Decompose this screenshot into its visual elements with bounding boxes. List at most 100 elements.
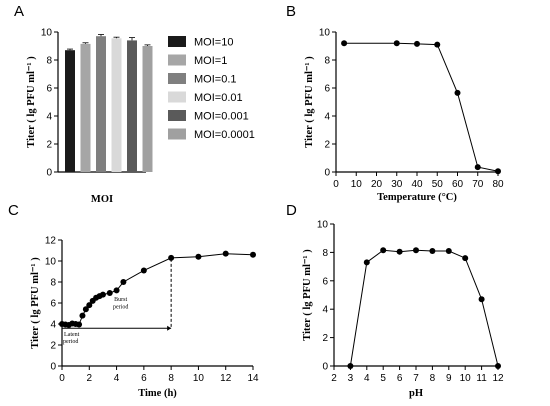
- panel-c-ytick-label: 8: [50, 278, 56, 289]
- panel-c-data-point: [106, 290, 113, 297]
- panel-b-ylabel: Titer ( lg PFU ml⁻¹ ): [304, 56, 315, 148]
- panel-b-data-point: [454, 89, 461, 96]
- panel-c-series-line: [61, 253, 254, 326]
- panel-d-xtick-label: 9: [446, 373, 452, 384]
- panel-b-xtick-label: 80: [492, 179, 504, 190]
- panel-c-xtick-label: 2: [87, 373, 93, 384]
- panel-c-xtick-label: 0: [59, 373, 65, 384]
- panel-a-legend-swatch: [168, 91, 186, 103]
- panel-b-ytick-label: 6: [324, 84, 330, 95]
- panel-c-data-point: [168, 254, 175, 261]
- panel-a-ytick-label: 0: [46, 168, 52, 179]
- panel-a-bar: [111, 38, 122, 172]
- panel-b-xtick-label: 60: [452, 179, 464, 190]
- panel-a-legend-swatch: [168, 73, 186, 84]
- panel-c-data-point: [82, 306, 89, 313]
- panel-b: B 0 2 4 6 8 10 0 10 20 30 40 50 60 70 80 Titer ( lg PF…: [286, 3, 504, 203]
- panel-c-latent-label: Latent: [64, 332, 80, 338]
- panel-a-axes: 0 2 4 6 8 10: [41, 28, 153, 179]
- panel-c-data-point: [250, 251, 256, 258]
- panel-a-legend-label: MOI=0.0001: [194, 129, 255, 141]
- panel-d-ytick-label: 0: [322, 362, 328, 373]
- panel-d-ytick-label: 10: [317, 220, 329, 231]
- panel-a-legend-swatch: [168, 110, 186, 121]
- panel-b-ytick-label: 2: [324, 140, 330, 151]
- panel-c-data-point: [195, 253, 202, 260]
- panel-c-xtick-label: 4: [114, 373, 120, 384]
- panel-d-xtick-label: 5: [380, 373, 386, 384]
- panel-a-legend-label: MOI=10: [194, 37, 233, 49]
- panel-a-legend: MOI=10 MOI=1 MOI=0.1 MOI=0.01 MOI=0.001 MOI=0…: [168, 36, 255, 141]
- panel-b-xtick-label: 50: [432, 179, 444, 190]
- panel-d-data-point: [445, 247, 452, 254]
- panel-c-latent-label-2: period: [63, 339, 78, 345]
- panel-d-xtick-label: 3: [348, 373, 354, 384]
- panel-a-bar: [142, 46, 153, 172]
- panel-d-data-point: [478, 296, 485, 303]
- panel-c-ytick-label: 4: [50, 320, 56, 331]
- panel-a-ytick-label: 8: [46, 56, 52, 67]
- panel-b-xtick-label: 70: [472, 179, 484, 190]
- panel-c-data-point: [222, 250, 229, 257]
- panel-a-ytick-label: 2: [46, 140, 52, 151]
- panel-d-data-point: [347, 363, 354, 369]
- panel-d-xtick-label: 10: [460, 373, 472, 384]
- panel-a-legend-label: MOI=0.01: [194, 92, 243, 104]
- panel-b-ytick-label: 8: [324, 56, 330, 67]
- panel-b-xlabel: Temperature (°C): [377, 192, 457, 203]
- panel-b-xtick-label: 40: [411, 179, 423, 190]
- panel-d-data-point: [462, 255, 469, 262]
- panel-a-ytick-label: 10: [41, 28, 53, 39]
- panel-b-axes: 0 2 4 6 8 10 0 10 20 30 40 50 60 70 80: [319, 28, 504, 191]
- panel-d-xtick-label: 8: [430, 373, 436, 384]
- panel-c-data-point: [99, 291, 106, 298]
- panel-d-xtick-label: 7: [413, 373, 419, 384]
- panel-d-data-point: [495, 363, 501, 369]
- panel-b-data-point: [341, 40, 348, 47]
- panel-a-legend-swatch: [168, 128, 186, 140]
- panel-d-xtick-label: 6: [397, 373, 403, 384]
- panel-a-xlabel: MOI: [91, 194, 113, 205]
- panel-d-data-point: [363, 259, 370, 266]
- panel-c-xtick-label: 14: [247, 373, 259, 384]
- panel-b-ytick-label: 0: [324, 168, 330, 179]
- panel-c-xlabel: Time (h): [138, 388, 177, 399]
- panel-a-legend-swatch: [168, 36, 186, 47]
- panel-d-ylabel: Titer ( lg PFU ml⁻¹ ): [302, 249, 313, 341]
- panel-a-legend-swatch: [168, 54, 186, 66]
- panel-c-xtick-label: 12: [220, 373, 232, 384]
- panel-d-xlabel: pH: [409, 388, 423, 399]
- panel-b-xtick-label: 0: [333, 179, 339, 190]
- panel-c-burst-label: Burst: [114, 297, 127, 303]
- panel-c-ytick-label: 0: [50, 362, 56, 373]
- panel-a-legend-label: MOI=1: [194, 55, 227, 67]
- panel-c-burst-arrowhead: [167, 325, 172, 331]
- panel-b-letter: B: [286, 3, 296, 20]
- panel-a-ylabel: Titer ( lg PFU ml⁻¹ ): [26, 56, 37, 148]
- panel-d-xtick-label: 11: [476, 373, 487, 384]
- panel-d-data-point: [380, 247, 387, 254]
- panel-b-xtick-label: 10: [351, 179, 363, 190]
- panel-d-ytick-label: 8: [322, 248, 328, 259]
- panel-c-data-point: [140, 267, 147, 274]
- panel-a-ytick-label: 6: [46, 84, 52, 95]
- panel-c-ytick-label: 2: [50, 341, 56, 352]
- panel-c-ytick-label: 12: [45, 236, 57, 247]
- panel-a-bar: [80, 43, 91, 173]
- panel-c-ylabel: Titer ( lg PFU ml⁻¹ ): [30, 257, 41, 349]
- panel-d-series-line: [349, 249, 499, 367]
- panel-a-bar: [65, 50, 75, 173]
- panel-d-xtick-label: 2: [331, 373, 337, 384]
- panel-c-burst-label-2: period: [113, 304, 128, 310]
- panel-c-data-point: [113, 287, 120, 294]
- panel-d-data-point: [396, 248, 403, 255]
- panel-c-data-point: [86, 302, 93, 309]
- panel-b-data-point: [474, 164, 481, 171]
- panel-b-data-point: [393, 40, 400, 47]
- panel-c-data-point: [120, 279, 127, 285]
- panel-d-xtick-label: 4: [364, 373, 370, 384]
